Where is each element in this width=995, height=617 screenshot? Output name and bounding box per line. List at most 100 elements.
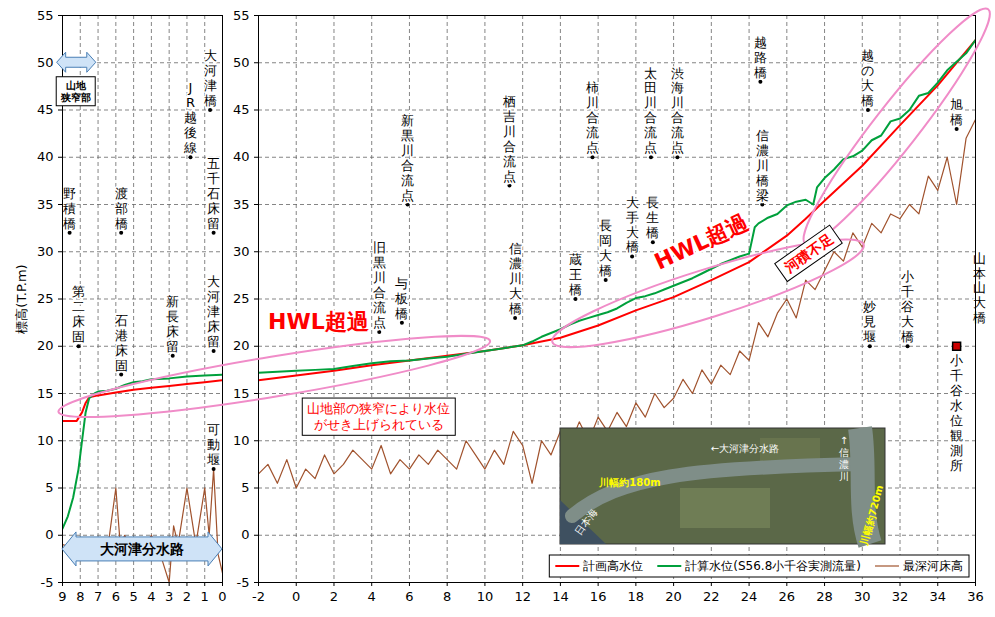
svg-text:45: 45 xyxy=(233,102,250,117)
svg-text:12: 12 xyxy=(514,589,531,604)
svg-text:20: 20 xyxy=(665,589,682,604)
svg-text:-5: -5 xyxy=(237,575,250,590)
svg-text:0: 0 xyxy=(218,589,226,604)
svg-text:五千石床留: 五千石床留 xyxy=(207,156,220,231)
svg-text:6: 6 xyxy=(405,589,413,604)
svg-text:山地狭窄部: 山地狭窄部 xyxy=(60,80,91,103)
svg-text:長岡大橋: 長岡大橋 xyxy=(599,218,612,278)
svg-text:4: 4 xyxy=(368,589,376,604)
svg-text:HWL超過: HWL超過 xyxy=(651,209,753,274)
svg-text:妙見堰: 妙見堰 xyxy=(862,299,876,344)
svg-text:15: 15 xyxy=(233,386,250,401)
svg-text:3: 3 xyxy=(165,589,173,604)
svg-text:可動堰: 可動堰 xyxy=(206,422,220,467)
svg-text:越路橋: 越路橋 xyxy=(754,35,767,80)
svg-text:←大河津分水路: ←大河津分水路 xyxy=(711,443,779,454)
svg-text:24: 24 xyxy=(741,589,758,604)
svg-text:6: 6 xyxy=(112,589,120,604)
svg-text:2: 2 xyxy=(330,589,338,604)
svg-text:32: 32 xyxy=(892,589,909,604)
svg-text:小千谷水位観測所: 小千谷水位観測所 xyxy=(950,353,963,473)
svg-text:1: 1 xyxy=(201,589,209,604)
svg-text:渋海川合流点: 渋海川合流点 xyxy=(671,66,684,156)
svg-text:蔵王橋: 蔵王橋 xyxy=(569,252,582,297)
svg-text:16: 16 xyxy=(590,589,607,604)
svg-text:大河津床留: 大河津床留 xyxy=(207,274,220,349)
svg-text:4: 4 xyxy=(147,589,155,604)
svg-text:10: 10 xyxy=(37,433,54,448)
svg-text:与板橋: 与板橋 xyxy=(394,276,408,321)
svg-text:-5: -5 xyxy=(41,575,54,590)
svg-text:↑信濃川: ↑信濃川 xyxy=(839,435,849,482)
svg-text:36: 36 xyxy=(967,589,984,604)
svg-text:55: 55 xyxy=(233,8,250,23)
svg-text:55: 55 xyxy=(37,8,54,23)
svg-text:太田川合流点: 太田川合流点 xyxy=(644,66,657,156)
svg-text:30: 30 xyxy=(233,244,250,259)
svg-text:40: 40 xyxy=(37,149,54,164)
svg-text:50: 50 xyxy=(37,55,54,70)
svg-text:30: 30 xyxy=(37,244,54,259)
svg-text:10: 10 xyxy=(233,433,250,448)
svg-text:最深河床高: 最深河床高 xyxy=(903,559,963,573)
svg-text:9: 9 xyxy=(58,589,66,604)
svg-text:日本海: 日本海 xyxy=(573,507,599,538)
svg-text:柿川合流点: 柿川合流点 xyxy=(586,80,599,155)
svg-text:JR越後線: JR越後線 xyxy=(183,80,197,155)
svg-text:石港床固: 石港床固 xyxy=(115,313,128,373)
svg-text:小千谷大橋: 小千谷大橋 xyxy=(901,269,914,344)
svg-text:0: 0 xyxy=(45,527,53,542)
svg-text:30: 30 xyxy=(854,589,871,604)
svg-text:0: 0 xyxy=(241,527,249,542)
svg-text:計算水位(S56.8小千谷実測流量): 計算水位(S56.8小千谷実測流量) xyxy=(685,559,861,573)
svg-text:2: 2 xyxy=(183,589,191,604)
svg-text:18: 18 xyxy=(628,589,645,604)
svg-text:野積橋: 野積橋 xyxy=(63,186,76,231)
svg-text:越の大橋: 越の大橋 xyxy=(861,48,874,108)
svg-text:15: 15 xyxy=(37,386,54,401)
svg-text:標高(T.P.m): 標高(T.P.m) xyxy=(14,264,29,333)
svg-text:26: 26 xyxy=(779,589,796,604)
svg-text:川幅約720m: 川幅約720m xyxy=(858,484,885,547)
svg-text:5: 5 xyxy=(129,589,137,604)
svg-text:河積不足: 河積不足 xyxy=(781,230,837,276)
svg-text:信濃川橋梁: 信濃川橋梁 xyxy=(756,128,769,203)
svg-text:25: 25 xyxy=(233,291,250,306)
svg-text:7: 7 xyxy=(94,589,102,604)
svg-text:大河津分水路: 大河津分水路 xyxy=(100,541,184,557)
svg-text:20: 20 xyxy=(37,338,54,353)
svg-text:5: 5 xyxy=(45,480,53,495)
svg-text:大手大橋: 大手大橋 xyxy=(626,195,639,255)
svg-text:-2: -2 xyxy=(252,589,265,604)
svg-text:40: 40 xyxy=(233,149,250,164)
svg-text:14: 14 xyxy=(552,589,569,604)
svg-text:栖吉川合流点: 栖吉川合流点 xyxy=(502,94,516,184)
svg-text:新長床留: 新長床留 xyxy=(166,294,179,354)
svg-text:45: 45 xyxy=(37,102,54,117)
svg-text:川幅約180m: 川幅約180m xyxy=(598,477,660,488)
svg-text:渡部橋: 渡部橋 xyxy=(115,186,128,231)
svg-text:35: 35 xyxy=(233,197,250,212)
svg-text:10: 10 xyxy=(477,589,494,604)
svg-text:0: 0 xyxy=(292,589,300,604)
svg-text:旭橋: 旭橋 xyxy=(950,97,963,127)
svg-text:旧黒川合流点: 旧黒川合流点 xyxy=(373,240,386,330)
svg-text:5: 5 xyxy=(241,480,249,495)
svg-text:50: 50 xyxy=(233,55,250,70)
svg-text:山本山大橋: 山本山大橋 xyxy=(973,251,986,326)
svg-text:25: 25 xyxy=(37,291,54,306)
svg-text:8: 8 xyxy=(76,589,84,604)
svg-text:22: 22 xyxy=(703,589,720,604)
svg-text:HWL超過: HWL超過 xyxy=(268,309,369,334)
svg-text:34: 34 xyxy=(929,589,946,604)
svg-text:信濃川大橋: 信濃川大橋 xyxy=(509,241,522,316)
svg-text:長生橋: 長生橋 xyxy=(646,195,659,240)
svg-text:計画高水位: 計画高水位 xyxy=(583,559,643,573)
svg-text:8: 8 xyxy=(443,589,451,604)
svg-text:28: 28 xyxy=(816,589,833,604)
svg-text:20: 20 xyxy=(233,338,250,353)
svg-text:山地部の狭窄により水位がせき上げられている: 山地部の狭窄により水位がせき上げられている xyxy=(307,401,450,432)
svg-text:第二床固: 第二床固 xyxy=(72,284,85,344)
svg-text:大河津橋: 大河津橋 xyxy=(204,48,217,108)
svg-text:新黒川合流点: 新黒川合流点 xyxy=(401,113,414,203)
